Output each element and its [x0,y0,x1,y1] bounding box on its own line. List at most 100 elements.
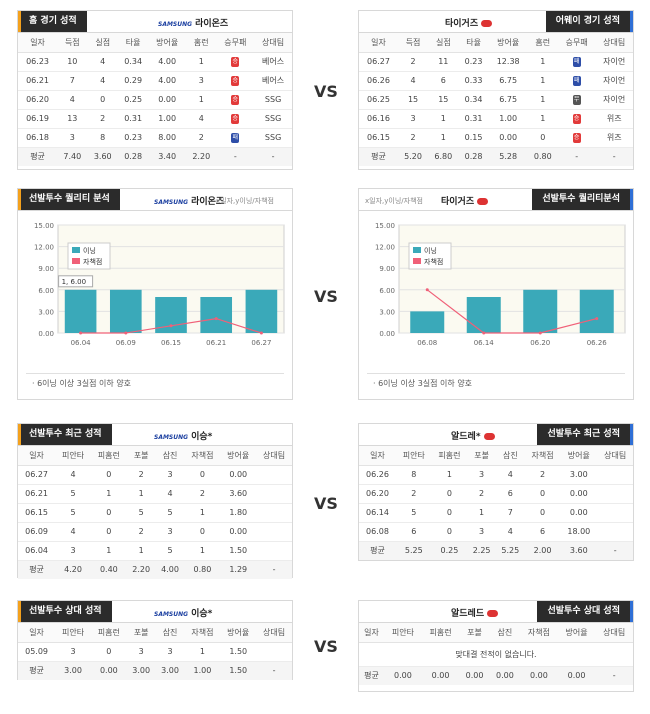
column-header: 삼진 [155,446,185,466]
table-cell: 자이언 [595,71,633,91]
table-row: 06.15 5 0 5 5 1 1.80 [18,503,292,523]
table-cell: 5 [55,503,91,523]
table-cell: 4 [55,465,91,485]
home-team-name: 라이온즈 [195,19,229,29]
table-cell: 0.00 [220,522,257,542]
table-cell: 4 [495,522,525,542]
column-header: 득점 [397,33,429,53]
table-cell: 8 [87,128,118,148]
point-earned-runs [169,324,173,328]
table-cell: 5 [395,503,432,523]
table-cell: 06.08 [359,522,396,542]
table-row: 06.27 2 11 0.23 12.38 1 패 자이언 [359,52,633,72]
column-header: 방어율 [220,446,257,466]
point-earned-runs [425,288,429,292]
table-row: 06.21 7 4 0.29 4.00 3 승 베어스 [18,71,292,91]
table-cell: 무 [557,90,596,110]
away-record-header: 타이거즈 어웨이 경기 성적 [359,11,633,33]
table-cell: 1.00 [488,109,528,129]
y-tick-label: 6.00 [379,287,395,295]
column-header: 일자 [18,33,58,53]
result-badge: 승 [231,76,240,86]
average-cell: 0.00 [520,666,558,685]
tigers-logo-icon [477,198,489,205]
x-tick-label: 06.27 [251,339,271,347]
y-tick-label: 0.00 [379,330,395,338]
column-header: 피홈런 [90,446,127,466]
result-badge: 승 [572,133,581,143]
tigers-logo-icon [487,610,499,617]
average-cell: 4.20 [55,560,91,579]
table-cell: 12.38 [488,52,528,72]
table-cell: 4.00 [148,52,187,72]
table-cell: 위즈 [595,128,633,148]
samsung-logo-icon: SAMSUNG [158,21,193,28]
table-cell: 승 [557,128,596,148]
table-cell: 승 [216,90,255,110]
point-earned-runs [124,331,128,335]
average-cell: 0.25 [431,541,468,560]
table-cell: 7 [57,71,88,91]
table-cell: 15 [428,90,459,110]
x-tick-label: 06.09 [116,339,136,347]
table-cell: 6.75 [488,71,528,91]
average-cell: 2.25 [467,541,496,560]
point-earned-runs [79,331,83,335]
point-earned-runs [259,331,263,335]
recent-right-table: 일자 피안타 피홈런 포볼 삼진 자책점 방어율 상대팀 06.26 8 1 3 4 2 3.00 06.2… [359,446,633,560]
vs-right-title: 선발투수 상대 성적 [537,601,633,622]
average-row: 평균 0.00 0.00 0.00 0.00 0.00 0.00- [359,666,633,685]
average-cell: 5.25 [495,541,525,560]
svg-text:1, 6.00: 1, 6.00 [62,278,87,286]
y-tick-label: 3.00 [379,308,395,316]
table-cell: 6 [428,71,459,91]
table-cell: 06.18 [18,128,58,148]
table-cell: 6 [395,522,432,542]
average-cell: 0.00 [459,666,490,685]
average-cell: 6.80 [428,147,459,166]
table-cell: 06.04 [18,541,56,561]
legend-label: 이닝 [424,246,437,255]
table-cell: 0.23 [458,52,489,72]
table-cell: 2 [395,484,432,504]
table-cell: 1 [184,503,221,523]
table-cell: 승 [216,52,255,72]
table-cell: 06.09 [18,522,56,542]
table-cell [256,484,292,504]
average-cell: - [216,147,255,166]
table-cell: 1 [527,52,558,72]
table-cell: 1 [527,90,558,110]
column-header: 피안타 [395,446,432,466]
quality-right-chart: 0.00 3.00 6.00 9.00 12.00 15.00 06.08 06.14 06.2… [363,215,631,365]
table-cell: 0 [184,522,221,542]
average-cell: 평균 [359,541,396,560]
recent-right-title: 선발투수 최근 성적 [537,424,633,445]
table-cell [597,484,633,504]
table-cell: 0.31 [458,109,489,129]
table-cell: 1 [431,465,468,485]
column-header: 피안타 [55,446,91,466]
average-cell: 0.00 [489,666,521,685]
result-badge: 승 [572,114,581,124]
samsung-logo-icon: SAMSUNG [154,611,189,618]
table-cell: SSG [254,90,292,110]
quality-left-title: 선발투수 퀄리티 분석 [18,189,120,210]
column-header: 상대팀 [256,623,292,643]
table-cell: 5 [155,503,185,523]
average-cell: 0.28 [458,147,489,166]
samsung-logo-icon: SAMSUNG [154,434,189,441]
table-row: 06.25 15 15 0.34 6.75 1 무 자이언 [359,90,633,110]
table-cell: 2 [126,522,156,542]
table-cell: 0.00 [560,484,598,504]
table-cell: 06.14 [359,503,396,523]
column-header: 포볼 [459,623,490,643]
table-cell: 06.15 [18,503,56,523]
table-cell: 1 [90,541,127,561]
table-cell: 06.16 [359,109,398,129]
table-cell: 06.26 [359,71,398,91]
average-cell: - [256,661,292,680]
table-cell: 3 [126,642,156,662]
table-cell: 0.00 [220,465,257,485]
table-cell: 1 [527,109,558,129]
